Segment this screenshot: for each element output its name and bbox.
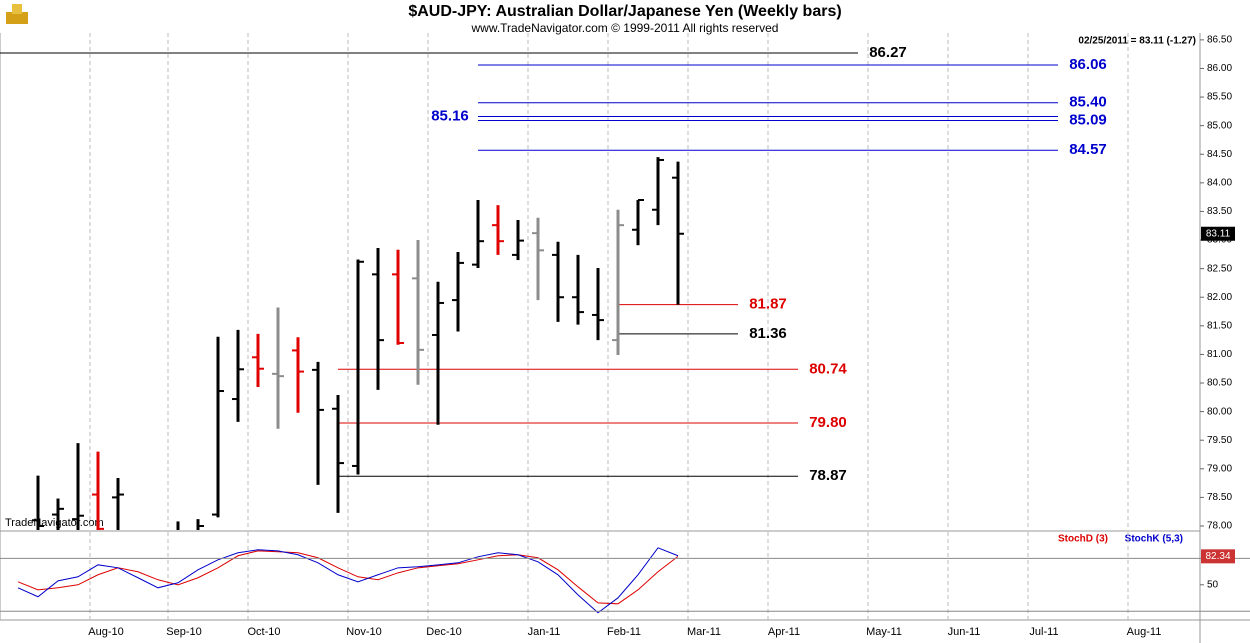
y-tick-label: 79.00 — [1207, 463, 1232, 474]
last-value-label: 82.34 — [1205, 551, 1230, 562]
x-tick-label: Sep-10 — [166, 626, 201, 638]
level-label: 80.74 — [809, 360, 847, 377]
y-tick-label: 83.50 — [1207, 206, 1232, 217]
last-value-box — [1201, 549, 1235, 564]
level-label: 85.09 — [1069, 111, 1107, 128]
y-tick-label: 82.50 — [1207, 263, 1232, 274]
y-tick-label: 86.00 — [1207, 63, 1232, 74]
price-panel — [0, 33, 1129, 530]
stoch-line — [17, 547, 679, 614]
x-tick-label: Apr-11 — [768, 626, 800, 638]
x-tick-label: Jun-11 — [948, 626, 981, 638]
legend-label: StochK (5,3) — [1125, 534, 1183, 545]
y-tick-label: 78.00 — [1207, 521, 1232, 532]
x-tick-label: Feb-11 — [607, 626, 641, 638]
y-tick-label: 84.00 — [1207, 177, 1232, 188]
y-tick-label: 81.00 — [1207, 349, 1232, 360]
level-label: 78.87 — [809, 467, 847, 484]
level-label: 81.87 — [749, 296, 787, 313]
watermark: TradeNavigator.com — [5, 517, 104, 529]
level-label: 86.27 — [869, 44, 907, 61]
x-tick-label: Mar-11 — [687, 626, 721, 638]
level-label: 81.36 — [749, 325, 787, 342]
y-tick-label: 80.00 — [1207, 406, 1232, 417]
y-tick-label: 81.50 — [1207, 320, 1232, 331]
logo — [6, 4, 28, 24]
level-label: 85.40 — [1069, 94, 1107, 111]
y-tick-label: 82.00 — [1207, 292, 1232, 303]
x-tick-label: Jan-11 — [528, 626, 561, 638]
y-tick-label: 85.00 — [1207, 120, 1232, 131]
level-label: 86.06 — [1069, 56, 1107, 73]
stoch-line — [17, 550, 679, 605]
chart-subtitle: www.TradeNavigator.com © 1999-2011 All r… — [471, 21, 779, 35]
y-tick-label: 86.50 — [1207, 35, 1232, 46]
x-tick-label: Aug-11 — [1127, 626, 1162, 638]
y-tick-label: 80.50 — [1207, 378, 1232, 389]
level-label: 79.80 — [809, 414, 847, 431]
chart-title: $AUD-JPY: Australian Dollar/Japanese Yen… — [408, 3, 841, 20]
x-tick-label: Jul-11 — [1029, 626, 1058, 638]
legend-label: StochD (3) — [1058, 534, 1108, 545]
x-tick-label: Aug-10 — [88, 626, 123, 638]
stoch-panel — [17, 532, 1129, 620]
x-tick-label: Nov-10 — [346, 626, 381, 638]
x-tick-label: Dec-10 — [426, 626, 461, 638]
last-price-box — [1201, 226, 1235, 241]
info: 02/25/2011 = 83.11 (-1.27) — [1078, 36, 1196, 47]
x-tick-label: May-11 — [866, 626, 902, 638]
y-tick-label: 78.50 — [1207, 492, 1232, 503]
y-tick-label: 85.50 — [1207, 92, 1232, 103]
y-tick-label: 79.50 — [1207, 435, 1232, 446]
y-tick-label: 84.50 — [1207, 149, 1232, 160]
last-price-label: 83.11 — [1206, 228, 1231, 239]
y-tick-label: 50 — [1207, 579, 1219, 590]
level-label: 84.57 — [1069, 141, 1107, 158]
level-label: 85.16 — [431, 107, 469, 124]
x-tick-label: Oct-10 — [247, 626, 280, 638]
